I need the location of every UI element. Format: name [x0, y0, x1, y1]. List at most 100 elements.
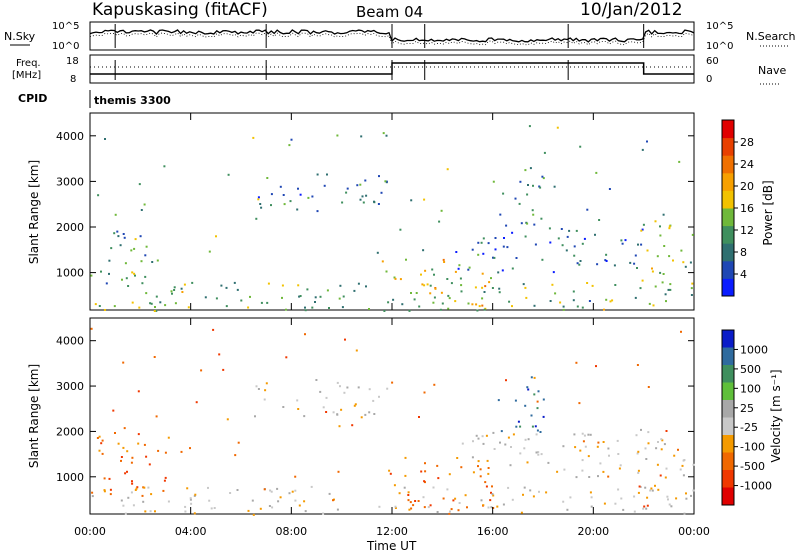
- data-cell: [303, 415, 306, 418]
- data-cell: [660, 448, 663, 451]
- data-cell: [633, 510, 636, 513]
- data-cell: [499, 441, 501, 444]
- data-cell: [576, 305, 579, 308]
- data-cell: [117, 442, 120, 445]
- data-cell: [270, 490, 273, 493]
- data-cell: [138, 306, 141, 309]
- data-cell: [142, 486, 145, 489]
- data-cell: [298, 504, 301, 507]
- data-cell: [649, 489, 652, 492]
- data-cell: [640, 428, 642, 431]
- data-cell: [339, 385, 341, 388]
- data-cell: [215, 297, 218, 300]
- data-cell: [359, 183, 362, 186]
- colorbar-swatch: [722, 487, 734, 506]
- data-cell: [386, 387, 389, 390]
- data-cell: [279, 496, 282, 499]
- data-cell: [604, 259, 607, 262]
- data-cell: [581, 242, 584, 245]
- data-cell: [581, 459, 584, 462]
- data-cell: [234, 454, 237, 457]
- data-cell: [524, 404, 527, 407]
- data-cell: [149, 302, 152, 305]
- data-cell: [353, 404, 356, 407]
- data-cell: [530, 376, 533, 379]
- data-cell: [254, 415, 256, 418]
- data-cell: [505, 379, 507, 382]
- data-cell: [514, 197, 517, 200]
- data-cell: [579, 260, 582, 262]
- data-cell: [549, 241, 552, 244]
- data-cell: [193, 512, 196, 515]
- data-cell: [164, 451, 167, 454]
- data-cell: [282, 406, 285, 408]
- data-cell: [525, 296, 528, 299]
- data-cell: [130, 491, 133, 494]
- nsky-tick-bottom: 10^0: [52, 41, 79, 52]
- data-cell: [439, 308, 442, 311]
- data-cell: [122, 504, 125, 507]
- data-cell: [648, 302, 651, 305]
- data-cell: [357, 386, 360, 389]
- data-cell: [490, 506, 493, 509]
- colorbar-tick-label: 16: [740, 202, 754, 215]
- data-cell: [493, 448, 496, 450]
- data-cell: [306, 288, 309, 291]
- data-cell: [414, 500, 417, 502]
- data-cell: [651, 489, 654, 492]
- data-cell: [690, 294, 693, 296]
- data-cell: [536, 407, 539, 410]
- data-cell: [660, 438, 663, 441]
- data-cell: [410, 199, 413, 202]
- data-cell: [540, 453, 543, 456]
- data-cell: [507, 486, 510, 489]
- data-cell: [155, 309, 158, 312]
- data-cell: [668, 225, 671, 228]
- data-cell: [475, 303, 478, 306]
- colorbar-swatch: [722, 172, 734, 191]
- data-cell: [285, 356, 288, 359]
- data-cell: [494, 248, 497, 251]
- data-cell: [291, 490, 294, 493]
- data-cell: [237, 441, 240, 444]
- data-cell: [344, 338, 346, 341]
- data-cell: [543, 151, 546, 154]
- data-cell: [677, 448, 679, 451]
- data-cell: [666, 495, 669, 498]
- data-cell: [294, 489, 297, 492]
- data-cell: [260, 301, 263, 304]
- data-cell: [664, 476, 667, 479]
- data-cell: [541, 175, 544, 178]
- data-cell: [549, 300, 552, 302]
- data-cell: [608, 188, 611, 190]
- data-cell: [423, 506, 426, 509]
- colorbar-swatch: [722, 190, 734, 209]
- data-cell: [579, 145, 582, 148]
- data-cell: [124, 472, 127, 475]
- data-cell: [326, 173, 328, 176]
- data-cell: [140, 260, 143, 263]
- data-cell: [481, 435, 484, 438]
- data-cell: [413, 298, 416, 301]
- data-cell: [421, 283, 424, 286]
- data-cell: [338, 297, 341, 300]
- data-cell: [434, 287, 437, 290]
- data-cell: [537, 451, 540, 454]
- data-cell: [668, 227, 671, 230]
- data-cell: [415, 292, 418, 294]
- data-cell: [665, 430, 668, 432]
- velocity-data-cells: [90, 327, 695, 516]
- data-cell: [690, 287, 693, 290]
- data-cell: [353, 289, 356, 292]
- data-cell: [266, 177, 269, 179]
- data-cell: [637, 491, 640, 494]
- data-cell: [680, 249, 683, 252]
- data-cell: [639, 486, 642, 488]
- data-cell: [120, 459, 122, 462]
- data-cell: [582, 440, 585, 443]
- data-cell: [125, 277, 128, 280]
- data-cell: [137, 433, 140, 436]
- data-cell: [528, 125, 531, 128]
- data-cell: [599, 462, 602, 465]
- data-cell: [483, 308, 486, 311]
